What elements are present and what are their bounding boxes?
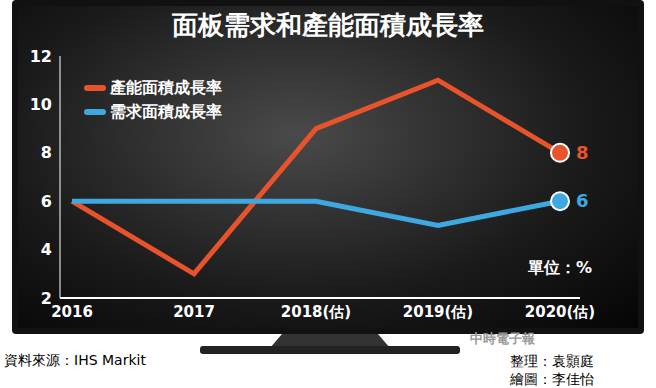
svg-text:2017: 2017 (173, 303, 215, 321)
svg-text:2: 2 (41, 289, 52, 308)
svg-text:2016: 2016 (51, 303, 93, 321)
svg-text:6: 6 (576, 190, 589, 211)
svg-text:8: 8 (576, 142, 589, 163)
svg-text:12: 12 (30, 47, 52, 66)
html-text:單位：%: 單位：% (528, 258, 592, 277)
svg-text:8: 8 (41, 143, 52, 162)
html-text:資料來源：IHS Markit: 資料來源：IHS Markit (4, 352, 146, 368)
svg-text:2018(估): 2018(估) (281, 303, 351, 321)
html-text:整理：袁顥庭: 整理：袁顥庭 (510, 353, 594, 369)
svg-text:4: 4 (41, 240, 52, 259)
html-text:需求面積成長率: 需求面積成長率 (110, 101, 222, 121)
html-text:中時電子報: 中時電子報 (470, 331, 535, 346)
html-text:產能面積成長率: 產能面積成長率 (110, 77, 222, 97)
html-text:繪圖：李佳怡: 繪圖：李佳怡 (510, 371, 594, 387)
svg-text:2020(估): 2020(估) (525, 303, 595, 321)
svg-text:6: 6 (41, 192, 52, 211)
html-text:面板需求和產能面積成長率: 面板需求和產能面積成長率 (172, 10, 484, 40)
svg-text:10: 10 (30, 95, 52, 114)
svg-text:2019(估): 2019(估) (403, 303, 473, 321)
